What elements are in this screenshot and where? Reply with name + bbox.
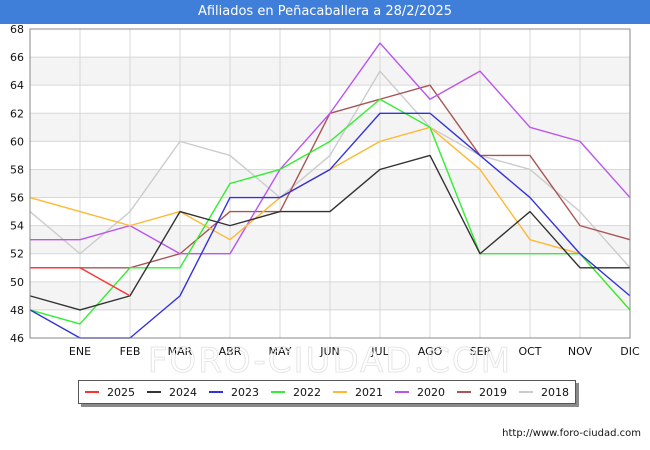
x-tick-label: SEP: [470, 345, 491, 358]
legend-label: 2020: [417, 385, 445, 399]
legend-swatch: [457, 391, 471, 393]
y-tick-label: 64: [10, 79, 24, 92]
x-tick-label: JUN: [319, 345, 340, 358]
legend-swatch: [395, 391, 409, 393]
legend-item-2025: 2025: [85, 386, 135, 399]
legend-item-2022: 2022: [271, 386, 321, 399]
legend-swatch: [333, 391, 347, 393]
source-url: http://www.foro-ciudad.com: [502, 428, 641, 439]
y-tick-label: 48: [10, 304, 24, 317]
y-tick-label: 66: [10, 51, 24, 64]
legend-item-2019: 2019: [457, 386, 507, 399]
x-tick-label: AGO: [418, 345, 443, 358]
legend-swatch: [519, 391, 533, 393]
x-tick-label: ENE: [69, 345, 91, 358]
legend-swatch: [147, 391, 161, 393]
x-tick-label: ABR: [219, 345, 242, 358]
chart-legend: 2025 2024 2023 2022 2021 2020 2019 2018: [78, 380, 576, 404]
x-tick-label: DIC: [620, 345, 640, 358]
y-tick-label: 60: [10, 135, 24, 148]
watermark: FORO-CIUDAD.COM: [148, 341, 512, 381]
legend-label: 2025: [107, 385, 135, 399]
plot-border: [29, 28, 631, 339]
series-line-2022: [29, 98, 631, 325]
x-tick-label: MAR: [168, 345, 193, 358]
legend-label: 2022: [293, 385, 321, 399]
legend-item-2024: 2024: [147, 386, 197, 399]
y-tick-label: 68: [10, 23, 24, 36]
legend-swatch: [209, 391, 223, 393]
legend-label: 2019: [479, 385, 507, 399]
x-tick-label: OCT: [518, 345, 541, 358]
legend-label: 2023: [231, 385, 259, 399]
legend-label: 2018: [541, 385, 569, 399]
legend-label: 2021: [355, 385, 383, 399]
x-tick-label: MAY: [269, 345, 292, 358]
series-line-2018: [29, 70, 631, 269]
legend-item-2018: 2018: [519, 386, 569, 399]
legend-label: 2024: [169, 385, 197, 399]
x-tick-label: NOV: [568, 345, 593, 358]
y-tick-label: 58: [10, 163, 24, 176]
y-tick-label: 52: [10, 248, 24, 261]
legend-swatch: [85, 391, 99, 393]
y-tick-label: 50: [10, 276, 24, 289]
x-tick-label: JUL: [370, 345, 389, 358]
y-tick-label: 56: [10, 192, 24, 205]
y-tick-label: 62: [10, 107, 24, 120]
y-tick-label: 54: [10, 220, 24, 233]
series-line-2025: [30, 267, 131, 297]
x-tick-label: FEB: [120, 345, 141, 358]
legend-swatch: [271, 391, 285, 393]
legend-item-2023: 2023: [209, 386, 259, 399]
chart-title: Afiliados en Peñacaballera a 28/2/2025: [0, 0, 650, 24]
y-tick-label: 46: [10, 332, 24, 345]
legend-item-2021: 2021: [333, 386, 383, 399]
legend-item-2020: 2020: [395, 386, 445, 399]
